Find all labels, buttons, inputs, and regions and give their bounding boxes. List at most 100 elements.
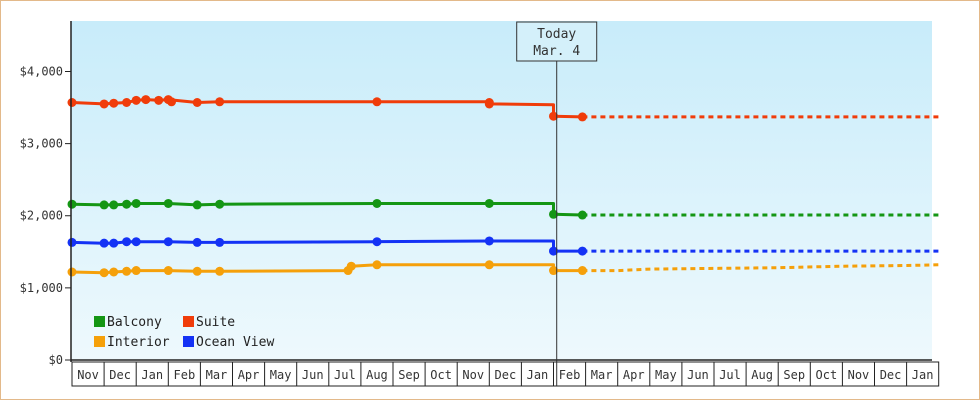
x-tick-label: Mar: [206, 368, 228, 382]
x-tick-label: Jul: [719, 368, 741, 382]
data-point: [372, 260, 382, 270]
x-tick-label: Dec: [495, 368, 517, 382]
x-tick-label: Jun: [687, 368, 709, 382]
x-axis-month-strip: [71, 361, 940, 387]
data-point: [577, 112, 587, 122]
data-point: [484, 99, 494, 109]
data-point: [131, 198, 141, 208]
data-point: [67, 98, 77, 108]
data-point: [549, 209, 558, 219]
legend-item-balcony: Balcony: [94, 315, 162, 330]
y-tick-label: $4,000: [20, 64, 63, 78]
data-point: [67, 237, 77, 247]
series-interior: [67, 260, 939, 278]
x-tick-label: Jan: [141, 368, 163, 382]
x-tick-label: Jan: [912, 368, 934, 382]
x-tick-label: Aug: [366, 368, 388, 382]
legend-swatch: [94, 316, 105, 327]
data-point: [577, 266, 587, 276]
data-point: [215, 199, 225, 209]
data-point: [131, 237, 141, 247]
x-tick-label: Jun: [302, 368, 324, 382]
data-point: [131, 266, 141, 276]
data-point: [372, 97, 382, 107]
legend-item-ocean-view: Ocean View: [183, 335, 274, 350]
data-point: [484, 236, 494, 246]
data-point: [192, 237, 202, 247]
data-point: [99, 238, 109, 248]
series-balcony: [67, 198, 939, 220]
legend-item-suite: Suite: [183, 315, 235, 330]
legend-label: Interior: [107, 335, 170, 350]
data-point: [109, 267, 119, 277]
legend-item-interior: Interior: [94, 335, 170, 350]
x-tick-label: Sep: [398, 368, 420, 382]
x-tick-label: Nov: [848, 368, 870, 382]
legend-label: Ocean View: [196, 335, 274, 350]
x-tick-label: Jul: [334, 368, 356, 382]
plot-area: [71, 21, 932, 360]
data-point: [67, 199, 77, 209]
data-point: [372, 237, 382, 247]
data-point: [484, 198, 494, 208]
data-point: [577, 210, 587, 220]
data-point: [122, 98, 132, 108]
data-point: [67, 267, 77, 277]
data-point: [484, 260, 494, 270]
x-tick-label: Aug: [751, 368, 773, 382]
data-point: [215, 237, 225, 247]
x-tick-label: Sep: [783, 368, 805, 382]
series-suite: [67, 95, 939, 122]
legend-swatch: [183, 336, 194, 347]
legend-swatch: [183, 316, 194, 327]
data-point: [215, 266, 225, 276]
data-point: [131, 95, 141, 105]
data-point: [154, 95, 164, 105]
data-point: [192, 266, 202, 276]
x-tick-label: Dec: [109, 368, 131, 382]
data-point: [109, 238, 119, 248]
data-point: [163, 266, 173, 276]
legend-label: Suite: [196, 315, 235, 330]
y-tick-label: $1,000: [20, 281, 63, 295]
data-point: [549, 246, 558, 256]
forecast-line-interior: [582, 263, 939, 273]
x-tick-label: Feb: [559, 368, 581, 382]
x-tick-label: Oct: [816, 368, 838, 382]
x-tick-label: Mar: [591, 368, 613, 382]
legend-label: Balcony: [107, 315, 162, 330]
data-point: [109, 200, 119, 210]
data-point: [577, 246, 587, 256]
data-point: [215, 97, 225, 107]
x-tick-label: Feb: [174, 368, 196, 382]
today-callout-date: Mar. 4: [533, 44, 580, 59]
x-tick-label: Dec: [880, 368, 902, 382]
x-tick-label: Oct: [430, 368, 452, 382]
data-point: [167, 97, 177, 107]
data-point: [109, 98, 119, 108]
data-point: [372, 198, 382, 208]
x-tick-label: Nov: [462, 368, 484, 382]
data-point: [192, 98, 202, 108]
data-point: [549, 266, 558, 276]
x-tick-label: Jan: [527, 368, 549, 382]
data-point: [122, 266, 132, 276]
x-tick-label: Apr: [238, 368, 260, 382]
x-tick-label: May: [655, 368, 677, 382]
data-point: [122, 199, 132, 209]
y-tick-label: $3,000: [20, 137, 63, 151]
today-callout-title: Today: [537, 27, 576, 42]
x-tick-label: May: [270, 368, 292, 382]
series-line-suite: [71, 98, 583, 119]
data-point: [122, 237, 132, 247]
series-ocean-view: [67, 236, 939, 256]
y-tick-label: $0: [49, 353, 63, 367]
y-tick-label: $2,000: [20, 209, 63, 223]
x-tick-label: Apr: [623, 368, 645, 382]
today-callout-box: [516, 21, 598, 62]
data-point: [163, 198, 173, 208]
data-point: [99, 200, 109, 210]
data-point: [163, 237, 173, 247]
x-tick-label: Nov: [77, 368, 99, 382]
